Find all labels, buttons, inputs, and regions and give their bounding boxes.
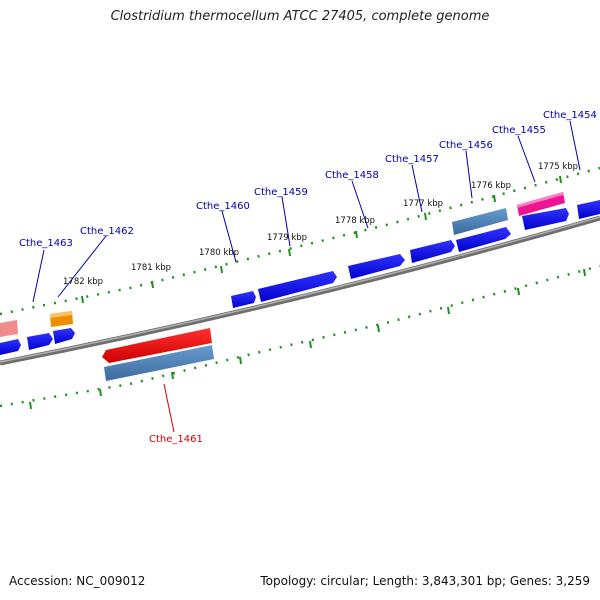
- forward-genes: [0, 200, 600, 355]
- gene-label-cthe-1454[interactable]: Cthe_1454: [543, 110, 597, 121]
- gene-feature[interactable]: [27, 333, 53, 350]
- kbp-label: 1779 kbp: [267, 233, 307, 243]
- gene-feature[interactable]: [104, 345, 214, 381]
- gene-label-cthe-1460[interactable]: Cthe_1460: [196, 201, 250, 212]
- gene-label-cthe-1456[interactable]: Cthe_1456: [439, 140, 493, 151]
- accession-text: Accession: NC_009012: [9, 574, 146, 588]
- gene-feature[interactable]: [410, 240, 455, 263]
- map-title: Clostridium thermocellum ATCC 27405, com…: [110, 9, 490, 24]
- kbp-label: 1777 kbp: [403, 199, 443, 209]
- gene-label-cthe-1463[interactable]: Cthe_1463: [19, 238, 73, 249]
- genome-backbone: [0, 215, 600, 366]
- gene-feature[interactable]: [577, 200, 600, 219]
- kbp-label: 1775 kbp: [538, 162, 578, 172]
- leader-cthe-1459: [281, 196, 291, 247]
- gene-feature[interactable]: [53, 328, 75, 344]
- outer-tick-track: [0, 166, 600, 316]
- leader-cthe-1454: [569, 120, 581, 171]
- leader-cthe-1458: [351, 180, 369, 229]
- kbp-label: 1778 kbp: [335, 216, 375, 226]
- gene-feature[interactable]: [517, 192, 563, 208]
- leader-cthe-1457: [411, 164, 423, 213]
- gene-label-cthe-1462[interactable]: Cthe_1462: [80, 226, 134, 237]
- gene-feature[interactable]: [50, 311, 72, 318]
- gene-feature[interactable]: [517, 192, 565, 216]
- gene-feature[interactable]: [102, 328, 212, 363]
- kbp-label: 1781 kbp: [131, 263, 171, 273]
- gene-label-cthe-1461[interactable]: Cthe_1461: [149, 434, 203, 445]
- kbp-label: 1780 kbp: [199, 248, 239, 258]
- kbp-label: 1776 kbp: [471, 181, 511, 191]
- gene-label-cthe-1459[interactable]: Cthe_1459: [254, 187, 308, 198]
- leader-cthe-1463: [32, 249, 45, 303]
- gene-feature[interactable]: [522, 208, 569, 230]
- major-ticks: [29, 175, 586, 410]
- gene-label-cthe-1457[interactable]: Cthe_1457: [385, 154, 439, 165]
- gene-label-cthe-1455[interactable]: Cthe_1455: [492, 125, 546, 136]
- topology-text: Topology: circular; Length: 3,843,301 bp…: [260, 574, 590, 588]
- gene-feature[interactable]: [0, 320, 18, 337]
- leader-cthe-1462: [57, 235, 107, 298]
- leader-cthe-1455: [517, 135, 536, 183]
- kbp-label: 1782 kbp: [63, 277, 103, 287]
- gene-feature[interactable]: [452, 208, 508, 235]
- leader-cthe-1456: [465, 150, 473, 199]
- gene-label-cthe-1458[interactable]: Cthe_1458: [325, 170, 379, 181]
- gene-feature[interactable]: [231, 291, 256, 308]
- gene-feature[interactable]: [456, 227, 511, 252]
- gene-feature[interactable]: [258, 271, 337, 302]
- leader-cthe-1461: [163, 383, 175, 433]
- gene-feature[interactable]: [348, 254, 405, 279]
- gene-feature[interactable]: [0, 339, 21, 355]
- leader-cthe-1460: [221, 210, 237, 263]
